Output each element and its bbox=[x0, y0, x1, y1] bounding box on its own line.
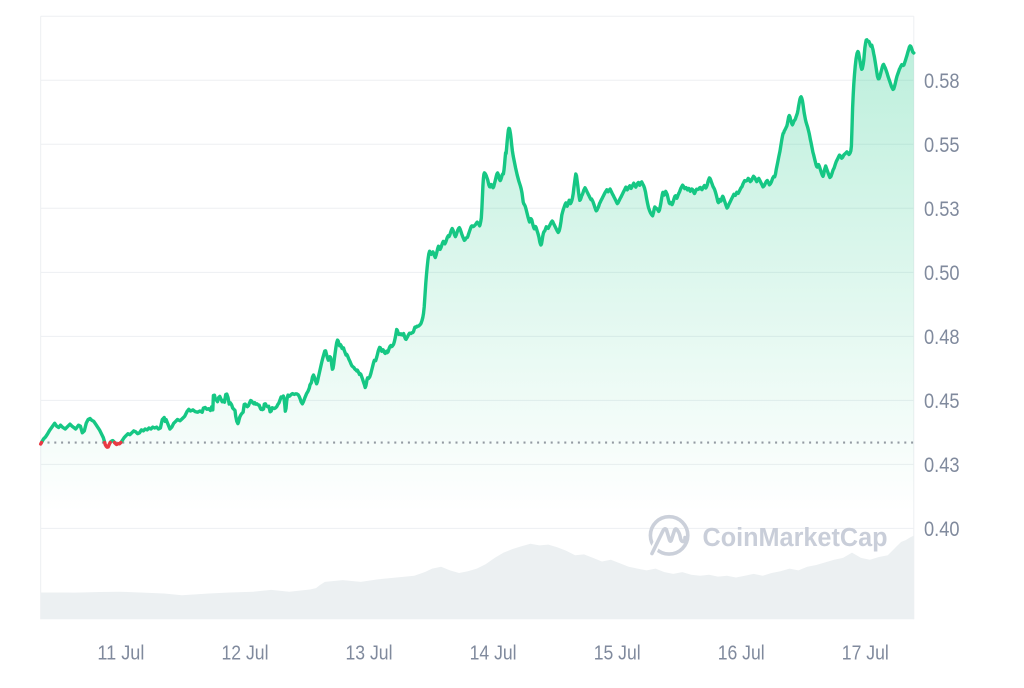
svg-text:0.40: 0.40 bbox=[924, 518, 960, 541]
svg-text:0.53: 0.53 bbox=[924, 198, 960, 221]
svg-text:0.45: 0.45 bbox=[924, 390, 960, 413]
svg-text:0.50: 0.50 bbox=[924, 262, 960, 285]
svg-text:CoinMarketCap: CoinMarketCap bbox=[703, 524, 888, 552]
svg-text:0.58: 0.58 bbox=[924, 70, 960, 93]
svg-text:0.48: 0.48 bbox=[924, 326, 960, 349]
svg-text:0.55: 0.55 bbox=[924, 134, 960, 157]
svg-text:13 Jul: 13 Jul bbox=[346, 642, 393, 665]
svg-text:11 Jul: 11 Jul bbox=[97, 642, 144, 665]
svg-text:17 Jul: 17 Jul bbox=[842, 642, 889, 665]
svg-text:15 Jul: 15 Jul bbox=[594, 642, 641, 665]
svg-text:16 Jul: 16 Jul bbox=[718, 642, 765, 665]
svg-text:12 Jul: 12 Jul bbox=[222, 642, 269, 665]
svg-text:0.43: 0.43 bbox=[924, 454, 960, 477]
svg-text:14 Jul: 14 Jul bbox=[470, 642, 517, 665]
